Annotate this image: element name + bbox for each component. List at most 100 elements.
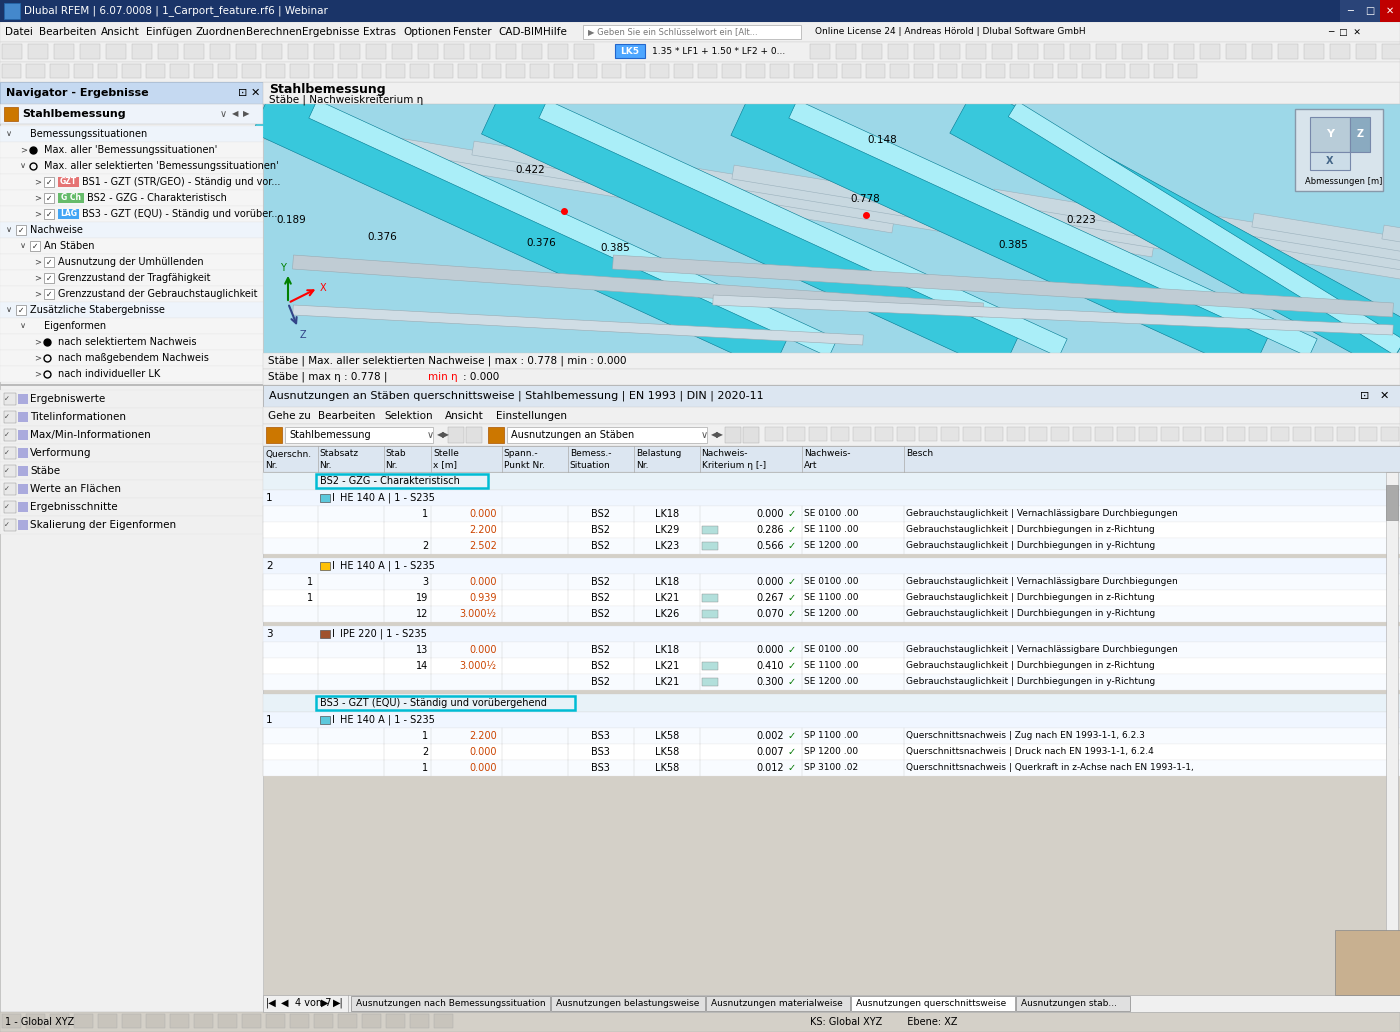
Text: 2: 2 [421,541,428,551]
Bar [237,44,256,59]
Bar [1130,64,1149,78]
Text: An Stäben: An Stäben [43,241,95,251]
Polygon shape [602,153,1154,257]
Text: 1 - Global XYZ: 1 - Global XYZ [6,1017,74,1027]
Text: GZT: GZT [60,178,77,187]
Text: SE 0100 .00: SE 0100 .00 [804,645,858,654]
Text: Gebrauchstauglichkeit | Durchbiegungen in z-Richtung: Gebrauchstauglichkeit | Durchbiegungen i… [906,593,1155,603]
Bar [263,104,1400,353]
Text: Nr.: Nr. [636,460,648,470]
Bar [0,366,263,382]
Bar [770,64,790,78]
Bar [27,1014,45,1028]
Text: 1: 1 [266,493,273,503]
Text: Y: Y [280,263,286,273]
Bar [315,696,575,710]
Polygon shape [309,100,837,357]
Bar [263,407,1400,424]
Text: BS2: BS2 [591,677,610,687]
Bar [50,64,69,78]
Bar [0,480,263,498]
Text: SE 1200 .00: SE 1200 .00 [804,542,858,550]
Bar [1386,472,1399,995]
Text: BS3: BS3 [591,731,610,741]
Polygon shape [1252,213,1400,317]
Bar [18,412,28,422]
Text: 0.223: 0.223 [1067,215,1096,225]
Text: BS1 - GZT (STR/GEO) - Ständig und vor...: BS1 - GZT (STR/GEO) - Ständig und vor... [83,178,280,187]
Bar [1072,427,1091,441]
Bar [507,427,707,443]
Bar [1340,0,1359,22]
Bar [1140,427,1156,441]
Bar [0,42,1400,62]
Bar [1310,117,1350,152]
Text: ⊡: ⊡ [1359,391,1369,401]
Text: Bemess.-: Bemess.- [570,450,612,458]
Text: 0.376: 0.376 [526,238,556,249]
Bar [746,64,764,78]
Text: 0.000: 0.000 [756,577,784,587]
Text: 3.000½: 3.000½ [459,609,497,619]
Bar [522,44,542,59]
Bar [263,353,1400,369]
Polygon shape [482,84,1025,373]
Bar [122,64,141,78]
Bar [286,427,433,443]
Bar [701,542,718,550]
Bar [0,254,263,270]
Bar [319,562,329,570]
Text: Optionen: Optionen [403,27,451,37]
Text: 0.778: 0.778 [851,194,881,203]
Bar [386,1014,405,1028]
Text: 0.000: 0.000 [469,747,497,757]
Bar [939,44,960,59]
Text: Belastung: Belastung [636,450,680,458]
Bar [918,427,937,441]
Text: BS3 - GZT (EQU) - Ständig und vorüber...: BS3 - GZT (EQU) - Ständig und vorüber... [83,209,280,219]
Bar [210,44,230,59]
Text: ✓: ✓ [788,593,797,603]
Bar [0,334,263,350]
Bar [263,506,1400,522]
Bar [862,44,882,59]
Bar [4,107,18,121]
Text: Extras: Extras [363,27,396,37]
Bar [218,1014,237,1028]
Text: HE 140 A | 1 - S235: HE 140 A | 1 - S235 [340,715,434,725]
Bar [28,44,48,59]
Text: Ausnutzungen stab...: Ausnutzungen stab... [1021,999,1117,1007]
Bar [263,626,1400,642]
Text: Y: Y [1326,129,1334,139]
Text: LK23: LK23 [655,541,679,551]
Text: 12: 12 [416,609,428,619]
Bar [158,44,178,59]
Polygon shape [293,305,864,345]
Polygon shape [613,255,1393,317]
Bar [1380,427,1399,441]
Bar [986,427,1002,441]
Text: Querschnittsnachweis | Zug nach EN 1993-1-1, 6.2.3: Querschnittsnachweis | Zug nach EN 1993-… [906,732,1145,741]
Text: ✓: ✓ [788,609,797,619]
Bar [290,1014,309,1028]
Bar [1249,427,1267,441]
Bar [0,444,263,462]
Bar [722,64,741,78]
Bar [365,44,386,59]
Text: Querschnittsnachweis | Druck nach EN 1993-1-1, 6.2.4: Querschnittsnachweis | Druck nach EN 199… [906,747,1154,756]
Polygon shape [949,85,1400,373]
Text: ▶: ▶ [321,998,329,1008]
Bar [29,241,41,251]
Text: 0.189: 0.189 [277,215,307,225]
Text: Einfügen: Einfügen [146,27,192,37]
Bar [18,520,28,530]
Text: ◀▶: ◀▶ [711,430,724,440]
Text: 1: 1 [266,715,273,725]
Polygon shape [472,141,1025,245]
Text: Stabsatz: Stabsatz [319,450,358,458]
Text: Ausnutzungen an Stäben querschnittsweise | Stahlbemessung | EN 1993 | DIN | 2020: Ausnutzungen an Stäben querschnittsweise… [269,391,763,401]
Text: Nachweis-: Nachweis- [804,450,850,458]
Polygon shape [211,117,764,221]
Text: 0.385: 0.385 [998,239,1028,250]
Text: 0.070: 0.070 [756,609,784,619]
